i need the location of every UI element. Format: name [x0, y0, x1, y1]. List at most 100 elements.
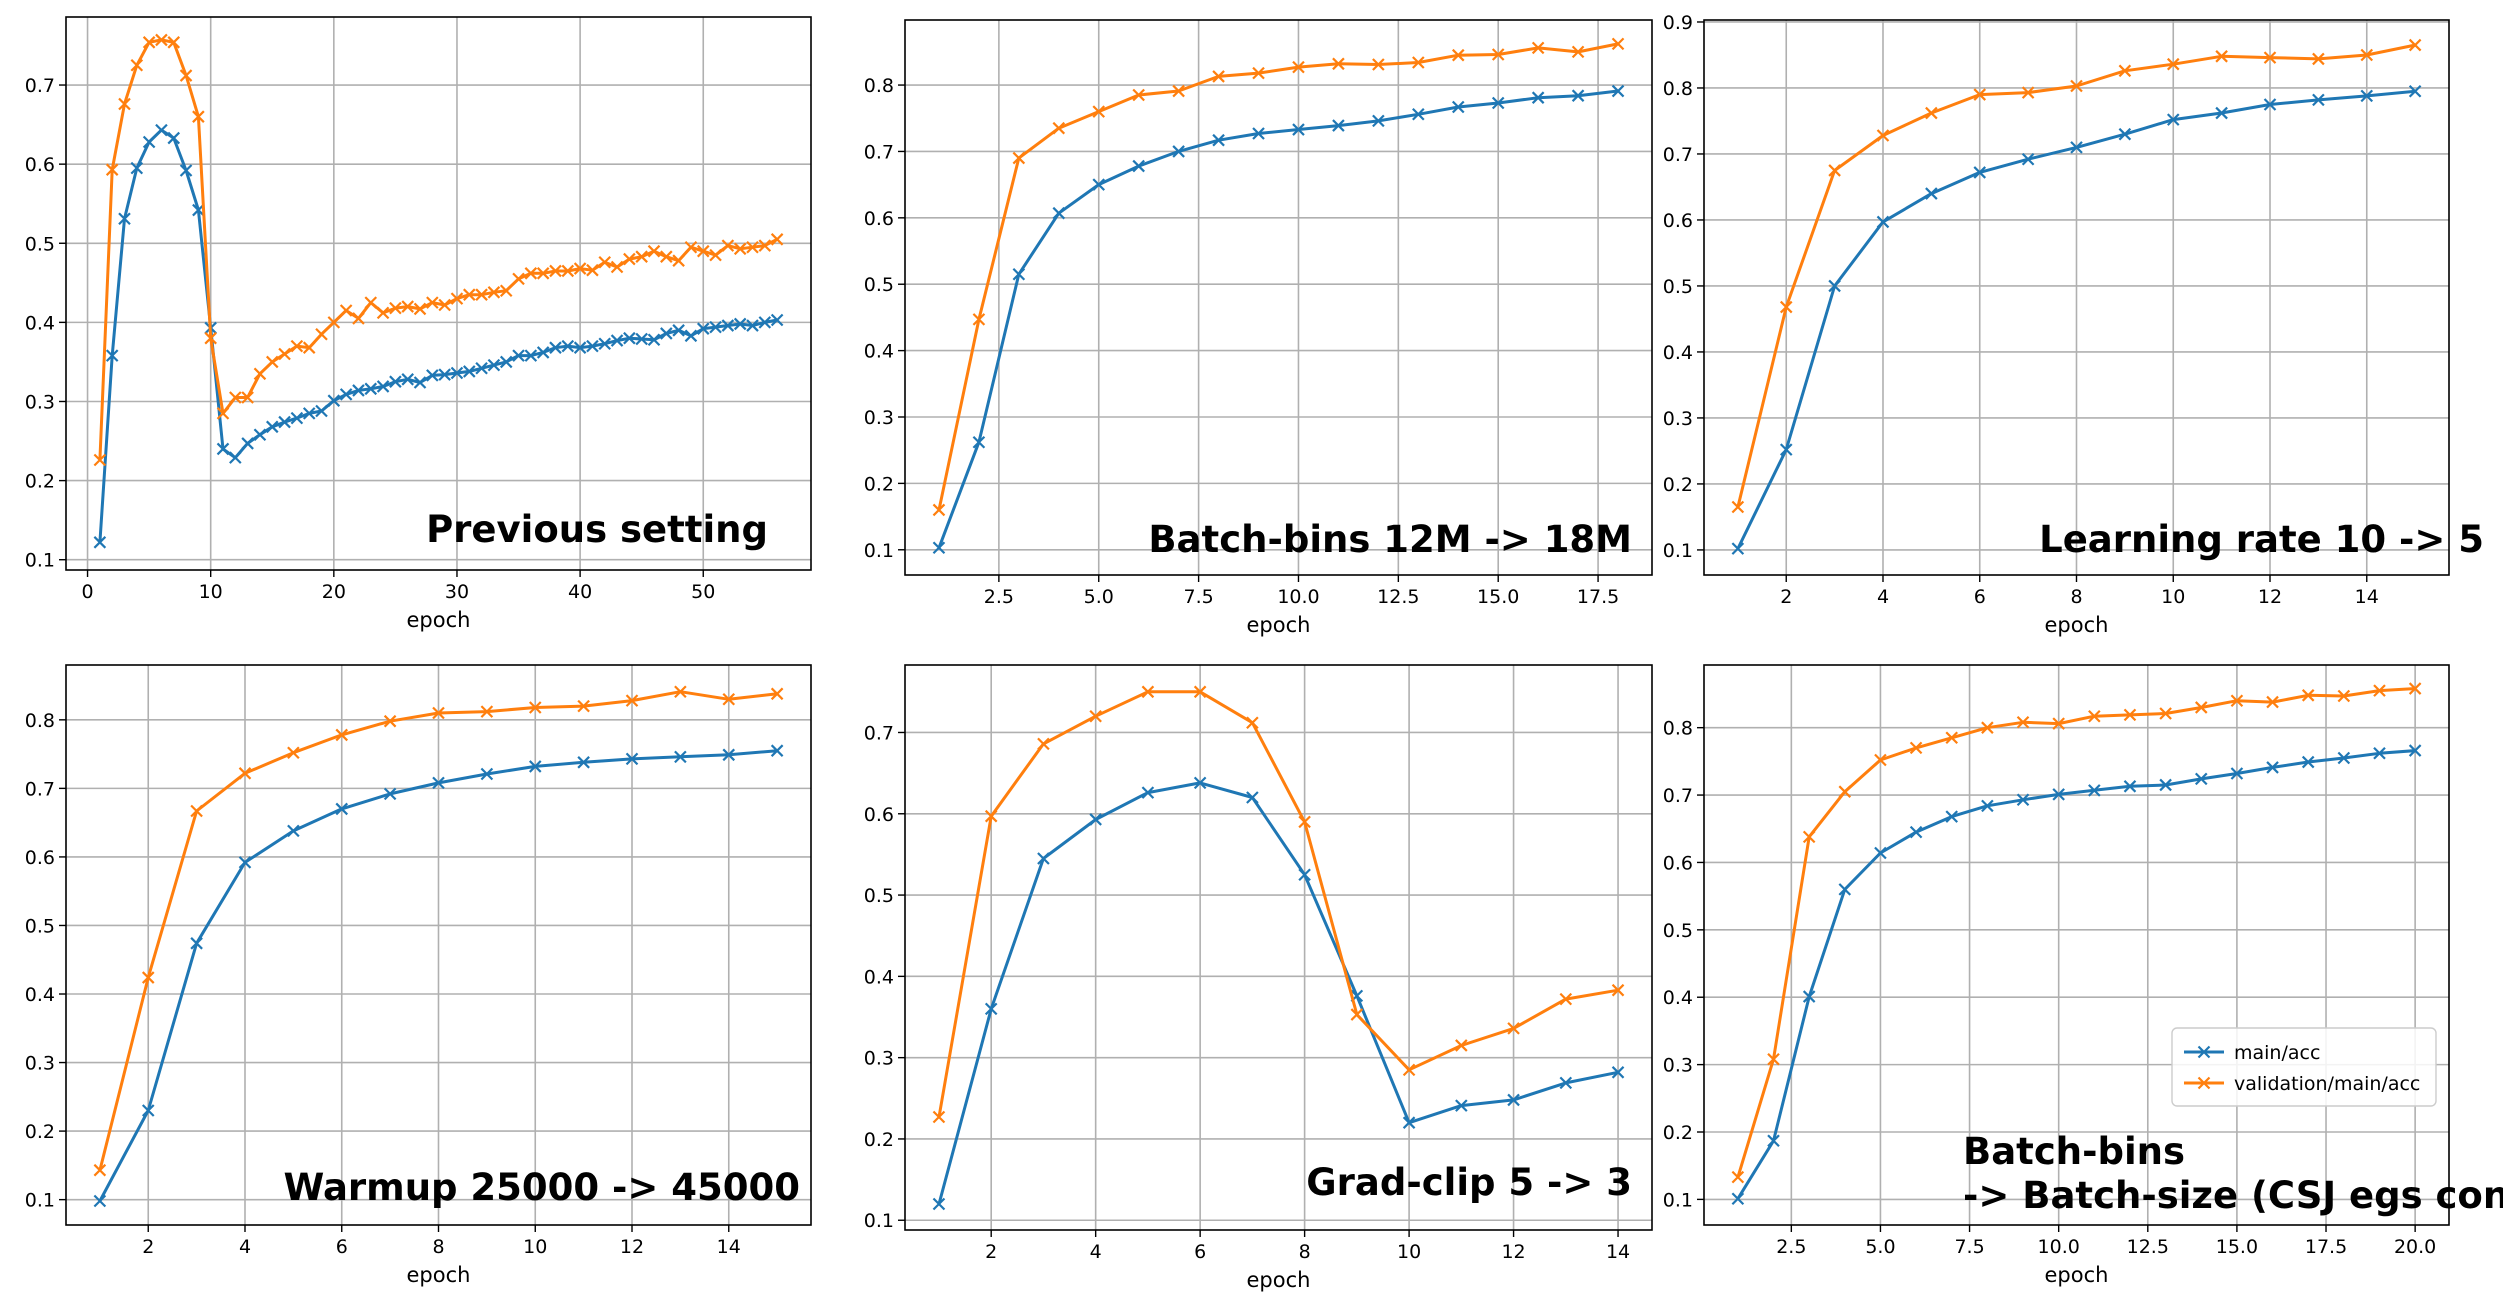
x-tick-label: 5.0 [1084, 586, 1114, 608]
y-tick-label: 0.2 [864, 1129, 894, 1151]
x-tick-label: 20 [322, 581, 346, 603]
data-point-marker [352, 312, 365, 325]
y-tick-label: 0.1 [864, 1210, 894, 1232]
subplot-annotation: Learning rate 10 -> 5 [2039, 518, 2484, 561]
data-point-marker [984, 809, 998, 823]
data-point-marker [586, 263, 599, 277]
y-tick-label: 0.8 [1663, 718, 1693, 740]
legend-box [2171, 1027, 2437, 1107]
data-point-marker [383, 787, 397, 801]
subplot-annotation: Grad-clip 5 -> 3 [1306, 1161, 1632, 1204]
x-tick-label: 10 [199, 581, 223, 603]
legend-marker [2197, 1076, 2211, 1090]
data-point-marker [2166, 57, 2180, 71]
x-tick-label: 12.5 [2127, 1236, 2169, 1258]
data-point-marker [1491, 48, 1505, 61]
data-point-marker [1611, 1066, 1625, 1079]
data-point-marker [2052, 788, 2065, 801]
y-tick-label: 0.8 [864, 75, 894, 97]
x-tick-label: 8 [432, 1236, 444, 1258]
data-point-marker [2408, 682, 2422, 695]
data-point-marker [1828, 279, 1841, 293]
data-point-marker [2159, 778, 2172, 792]
data-point-marker [364, 382, 378, 396]
y-tick-label: 0.6 [1663, 210, 1693, 232]
data-point-marker [1779, 443, 1793, 456]
data-point-marker [1402, 1063, 1416, 1077]
data-point-marker [1531, 41, 1545, 55]
x-axis-label: epoch [1247, 1268, 1311, 1292]
y-tick-label: 0.3 [25, 1053, 55, 1075]
data-point-marker [2301, 755, 2315, 769]
data-point-marker [2052, 717, 2065, 730]
data-point-marker [684, 329, 698, 343]
axes-frame [65, 664, 812, 1226]
data-point-marker [1973, 166, 1987, 179]
data-point-marker [2070, 79, 2083, 93]
x-axis-label: epoch [2045, 613, 2109, 637]
data-point-marker [1779, 300, 1793, 314]
data-point-marker [932, 1197, 946, 1211]
data-point-marker [549, 341, 562, 354]
data-point-marker [1909, 825, 1923, 839]
y-tick-label: 0.1 [25, 1190, 55, 1212]
x-tick-label: 2 [1780, 586, 1792, 608]
data-point-marker [327, 394, 341, 407]
data-point-marker [167, 131, 181, 145]
data-point-marker [2166, 113, 2180, 126]
data-point-marker [561, 339, 575, 353]
data-point-marker [1559, 1076, 1573, 1090]
data-point-marker [141, 971, 155, 984]
data-point-marker [376, 380, 390, 393]
data-point-marker [1412, 107, 1425, 121]
data-point-marker [1012, 267, 1026, 281]
data-point-marker [463, 365, 476, 378]
data-point-marker [118, 97, 131, 111]
x-tick-label: 5.0 [1865, 1236, 1895, 1258]
data-point-marker [155, 123, 168, 137]
data-point-marker [2301, 689, 2315, 702]
y-tick-label: 0.8 [1663, 78, 1693, 100]
subplot-annotation: Batch-bins 12M -> 18M [1148, 518, 1632, 561]
data-point-marker [1372, 114, 1385, 128]
x-tick-label: 10 [523, 1236, 547, 1258]
x-tick-label: 14 [1606, 1241, 1630, 1263]
data-point-marker [1925, 106, 1938, 120]
y-tick-label: 0.4 [25, 312, 55, 334]
data-point-marker [512, 349, 525, 362]
data-point-marker [932, 503, 946, 517]
data-point-marker [770, 313, 784, 327]
data-point-marker [1298, 868, 1311, 882]
data-point-marker [524, 349, 538, 362]
data-point-marker [1332, 57, 1345, 71]
data-point-marker [1874, 753, 1887, 767]
data-point-marker [2088, 784, 2101, 797]
data-point-marker [1731, 542, 1745, 555]
data-point-marker [241, 391, 254, 404]
data-point-marker [1172, 84, 1185, 98]
data-point-marker [463, 288, 476, 301]
x-tick-label: 15.0 [2216, 1236, 2258, 1258]
data-point-marker [2408, 84, 2422, 98]
data-point-marker [302, 407, 316, 420]
data-point-marker [1571, 45, 1585, 59]
data-point-marker [179, 164, 193, 177]
data-point-marker [1981, 799, 1994, 813]
x-tick-label: 12.5 [1377, 586, 1419, 608]
data-point-marker [1089, 709, 1102, 723]
x-tick-label: 10 [1397, 1241, 1421, 1263]
x-tick-label: 8 [2070, 586, 2082, 608]
data-point-marker [2194, 772, 2208, 786]
x-tick-label: 10 [2161, 586, 2185, 608]
series-line-main-acc [1736, 749, 2416, 1200]
y-tick-label: 0.1 [1663, 540, 1693, 562]
data-point-marker [475, 361, 488, 375]
data-point-marker [413, 376, 427, 389]
data-point-marker [721, 239, 735, 252]
y-tick-label: 0.6 [25, 847, 55, 869]
data-point-marker [721, 319, 735, 332]
x-tick-label: 12 [1501, 1241, 1525, 1263]
data-point-marker [2266, 695, 2279, 709]
data-point-marker [142, 135, 156, 149]
data-point-marker [287, 824, 300, 838]
